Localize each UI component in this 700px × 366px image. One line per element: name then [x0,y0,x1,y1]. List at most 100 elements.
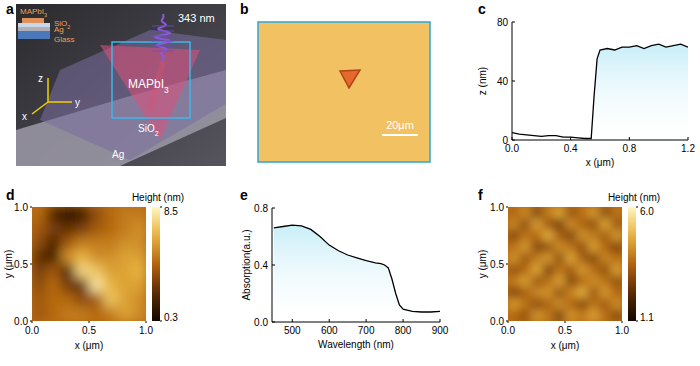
cell [542,275,554,287]
line-chart: 5006007008009000.00.40.8Wavelength (nm)A… [241,203,449,351]
y-tick-label: 0.0 [254,317,268,328]
laser-pulse [155,14,170,62]
cell [554,241,566,253]
cell [599,287,611,299]
x-tick [146,321,147,323]
x-tick [629,137,630,140]
y-tick [512,81,515,82]
schematic: 343 nmMAPbI3SiO2AgGlasszxyMAPbI3SiO2Ag [16,4,226,166]
cell [103,264,118,279]
y-axis-label: Absorption(a.u.) [241,229,252,300]
cell [531,287,543,299]
cell [576,287,588,299]
cell [61,221,76,236]
y-tick [272,208,275,209]
cell [118,307,133,321]
cell [32,221,47,236]
cell [588,218,600,230]
cell [576,253,588,265]
cell [531,298,543,310]
image-area [32,207,146,321]
axis-arrow [32,102,48,114]
cell [611,230,622,242]
text-part: 2 [67,24,70,30]
cell [576,241,588,253]
x-tick-label: 0.5 [82,325,96,336]
x-axis [512,140,688,141]
y-tick [506,207,508,208]
region-label: MAPbI3 [128,77,169,95]
cell [565,298,577,310]
text-part: Ag [54,25,64,34]
cell [576,310,588,321]
layer [22,18,44,23]
image-area [508,207,622,321]
cell [588,207,600,219]
cell [32,236,47,251]
y-axis-label: y (μm) [477,250,488,279]
axis-arrow [48,101,72,103]
y-tick-label: 0.5 [490,259,504,270]
x-tick [403,319,404,322]
cell [75,250,90,265]
panel-letter: c [478,1,486,17]
region-label: SiO2 [138,123,159,137]
cell [46,264,61,279]
cell [599,253,611,265]
pulse-stripe [152,45,174,46]
cell [46,250,61,265]
cell [46,307,61,321]
cell [519,253,531,265]
pulse-stripe [152,40,174,41]
cell [32,250,47,265]
cell [519,287,531,299]
cell [576,230,588,242]
region-label: Ag [112,149,124,160]
plot-area [512,44,688,140]
cell [519,218,531,230]
cell [599,241,611,253]
line [274,225,440,312]
y-tick-label: 0.0 [14,316,28,327]
cell [554,310,566,321]
axis-arrow [47,78,49,102]
y-tick [272,322,275,323]
y-tick-label: 0.8 [254,203,268,214]
x-axis-label: Wavelength (nm) [318,339,394,350]
cells [32,207,146,321]
cell [89,264,104,279]
cell [132,264,146,279]
cell [554,218,566,230]
x-tick-label: 600 [321,325,338,336]
heatmap: 0.00.51.00.00.51.0x (μm)y (μm)1.16.0Heig… [477,192,660,351]
cell [75,293,90,308]
y-tick [272,265,275,266]
x-tick-label: 0.0 [25,325,39,336]
cell [103,207,118,222]
cell [508,287,520,299]
cell [519,241,531,253]
cell [46,293,61,308]
cell [531,264,543,276]
cell [103,293,118,308]
cell [508,230,520,242]
cell [61,293,76,308]
cell [61,236,76,251]
cell [118,236,133,251]
cell [554,264,566,276]
cell [75,207,90,222]
cell [75,221,90,236]
colorbar-tick-label: 8.5 [164,206,178,217]
cell [89,207,104,222]
cell [576,275,588,287]
cell [531,218,543,230]
x-tick [622,321,623,323]
x-axis-label: x (μm) [551,340,580,351]
x-tick-label: 0.8 [622,143,636,154]
micrograph: 20μm [258,22,430,162]
cell [75,236,90,251]
cell [611,287,622,299]
cell [588,310,600,321]
cell [576,218,588,230]
wavelength-label: 343 nm [178,12,215,24]
